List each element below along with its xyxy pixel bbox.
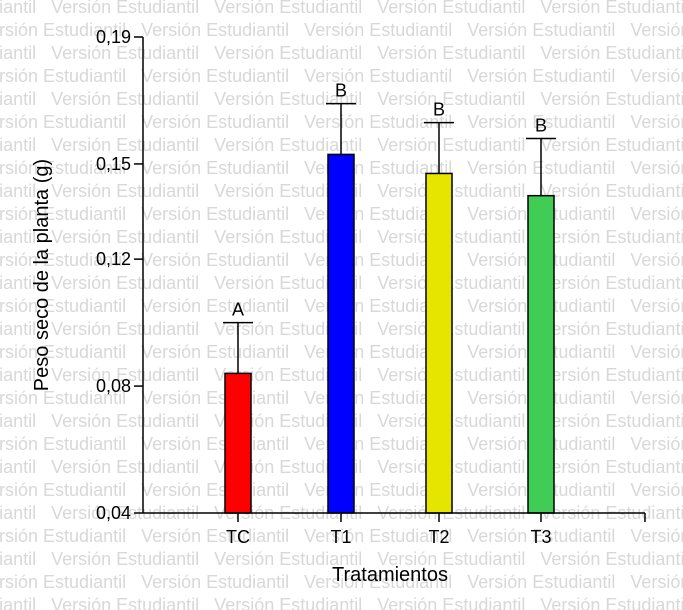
axes-layer [142,37,645,514]
x-ticks: TC T1 T2 T3 [226,513,646,547]
y-tick-label: 0,04 [96,503,131,523]
bar-t2 [425,172,453,514]
x-tick-label: T2 [428,527,449,547]
bar-t3 [527,194,555,514]
y-tick-label: 0,12 [96,249,131,269]
y-tick-label: 0,19 [96,27,131,47]
x-tick-label: T3 [530,527,551,547]
y-tick-label: 0,15 [96,154,131,174]
x-tick-label: TC [226,527,250,547]
y-tick-label: 0,08 [96,376,131,396]
y-axis-title: Peso seco de la planta (g) [31,159,53,391]
bar-t1 [327,153,355,514]
group-label: B [335,81,347,101]
group-label: A [232,300,244,320]
bars-layer: A B B B [223,81,556,514]
x-axis-title: Tratamientos [332,564,448,586]
bar-tc [224,372,252,514]
group-label: B [433,100,445,120]
x-tick-label: T1 [330,527,351,547]
group-label: B [535,116,547,136]
y-ticks: 0,04 0,08 0,12 0,15 0,19 [96,27,143,523]
